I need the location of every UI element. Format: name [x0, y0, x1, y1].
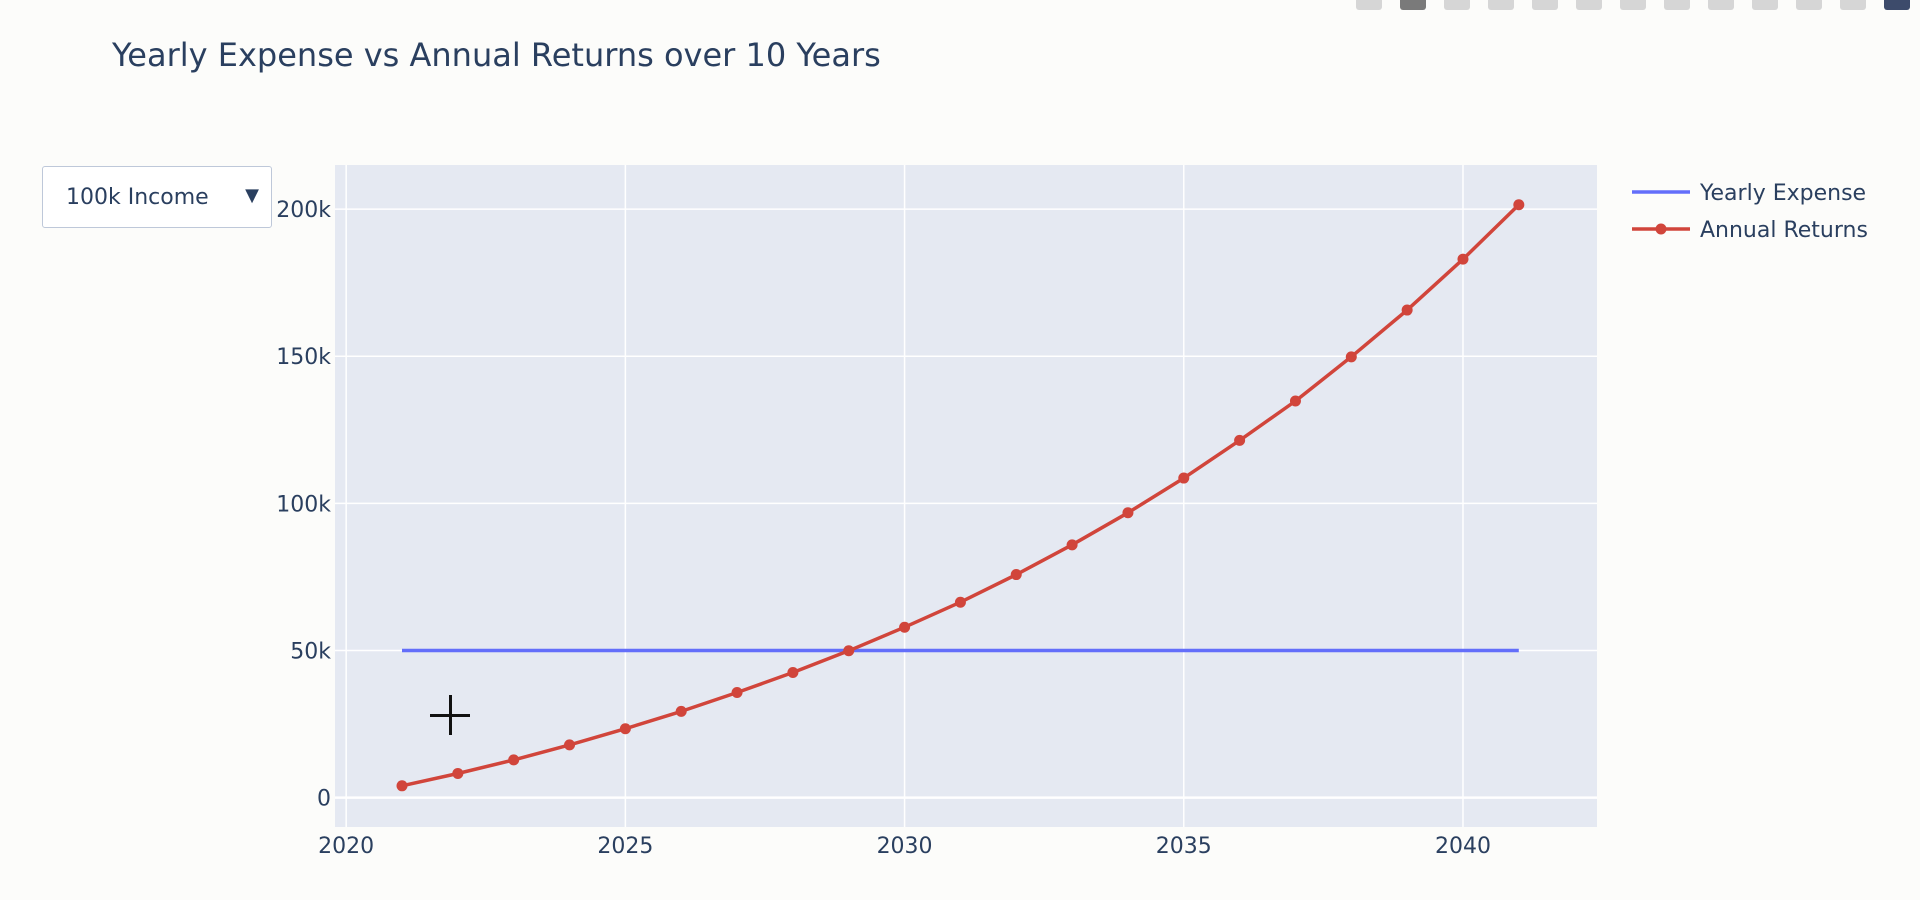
chart-title: Yearly Expense vs Annual Returns over 10…: [111, 36, 881, 74]
data-point-annual-returns: [1457, 253, 1469, 265]
y-tick-label: 200k: [276, 198, 331, 223]
autoscale-icon[interactable]: [1664, 0, 1690, 10]
series-layer: [396, 199, 1525, 792]
data-point-annual-returns: [396, 780, 408, 792]
spike-lines-icon[interactable]: [1752, 0, 1778, 10]
data-point-annual-returns: [1289, 395, 1301, 407]
data-point-annual-returns: [1010, 569, 1022, 581]
y-tick-label: 50k: [290, 639, 331, 664]
data-point-annual-returns: [787, 667, 799, 679]
y-tick-label: 150k: [276, 345, 331, 370]
data-point-annual-returns: [619, 723, 631, 735]
reset-axes-icon[interactable]: [1708, 0, 1734, 10]
data-point-annual-returns: [1234, 434, 1246, 446]
zoom-in-icon[interactable]: [1576, 0, 1602, 10]
data-point-annual-returns: [1513, 199, 1525, 211]
legend-label: Yearly Expense: [1699, 181, 1866, 206]
data-point-annual-returns: [1066, 539, 1078, 551]
data-point-annual-returns: [731, 687, 743, 699]
data-point-annual-returns: [1345, 351, 1357, 363]
hover-compare-icon[interactable]: [1840, 0, 1866, 10]
x-tick-label: 2035: [1156, 834, 1212, 859]
data-point-annual-returns: [1401, 304, 1413, 316]
legend[interactable]: Yearly Expense Annual Returns: [1632, 181, 1868, 243]
plotly-logo-icon[interactable]: [1884, 0, 1910, 10]
box-select-icon[interactable]: [1488, 0, 1514, 10]
chevron-down-icon: ▼: [245, 184, 259, 206]
lasso-select-icon[interactable]: [1532, 0, 1558, 10]
plot-area[interactable]: [335, 165, 1597, 827]
tick-labels: 2020 2025 2030 2035 2040 0 50k 100k 150k 200k: [276, 198, 1491, 859]
legend-marker: [1655, 223, 1667, 235]
legend-item-annual-returns[interactable]: Annual Returns: [1632, 218, 1868, 243]
x-tick-label: 2040: [1435, 834, 1491, 859]
modebar-toolbar: [1356, 0, 1910, 10]
data-point-annual-returns: [954, 596, 966, 608]
data-point-annual-returns: [508, 754, 520, 766]
data-point-annual-returns: [564, 739, 576, 751]
y-tick-label: 100k: [276, 492, 331, 517]
data-point-annual-returns: [1178, 472, 1190, 484]
y-tick-label: 0: [317, 787, 331, 812]
legend-label: Annual Returns: [1700, 218, 1868, 243]
income-dropdown[interactable]: 100k Income ▼: [42, 166, 272, 228]
pan-icon[interactable]: [1444, 0, 1470, 10]
x-tick-label: 2030: [877, 834, 933, 859]
dropdown-selected-label: 100k Income: [66, 184, 209, 210]
x-tick-label: 2020: [318, 834, 374, 859]
zoom-out-icon[interactable]: [1620, 0, 1646, 10]
data-point-annual-returns: [675, 705, 687, 717]
data-point-annual-returns: [843, 645, 855, 657]
x-tick-label: 2025: [597, 834, 653, 859]
legend-item-yearly-expense[interactable]: Yearly Expense: [1632, 181, 1866, 206]
zoom-icon[interactable]: [1400, 0, 1426, 10]
hover-closest-icon[interactable]: [1796, 0, 1822, 10]
data-point-annual-returns: [452, 767, 464, 779]
data-point-annual-returns: [1122, 507, 1134, 519]
data-point-annual-returns: [899, 621, 911, 633]
camera-icon[interactable]: [1356, 0, 1382, 10]
